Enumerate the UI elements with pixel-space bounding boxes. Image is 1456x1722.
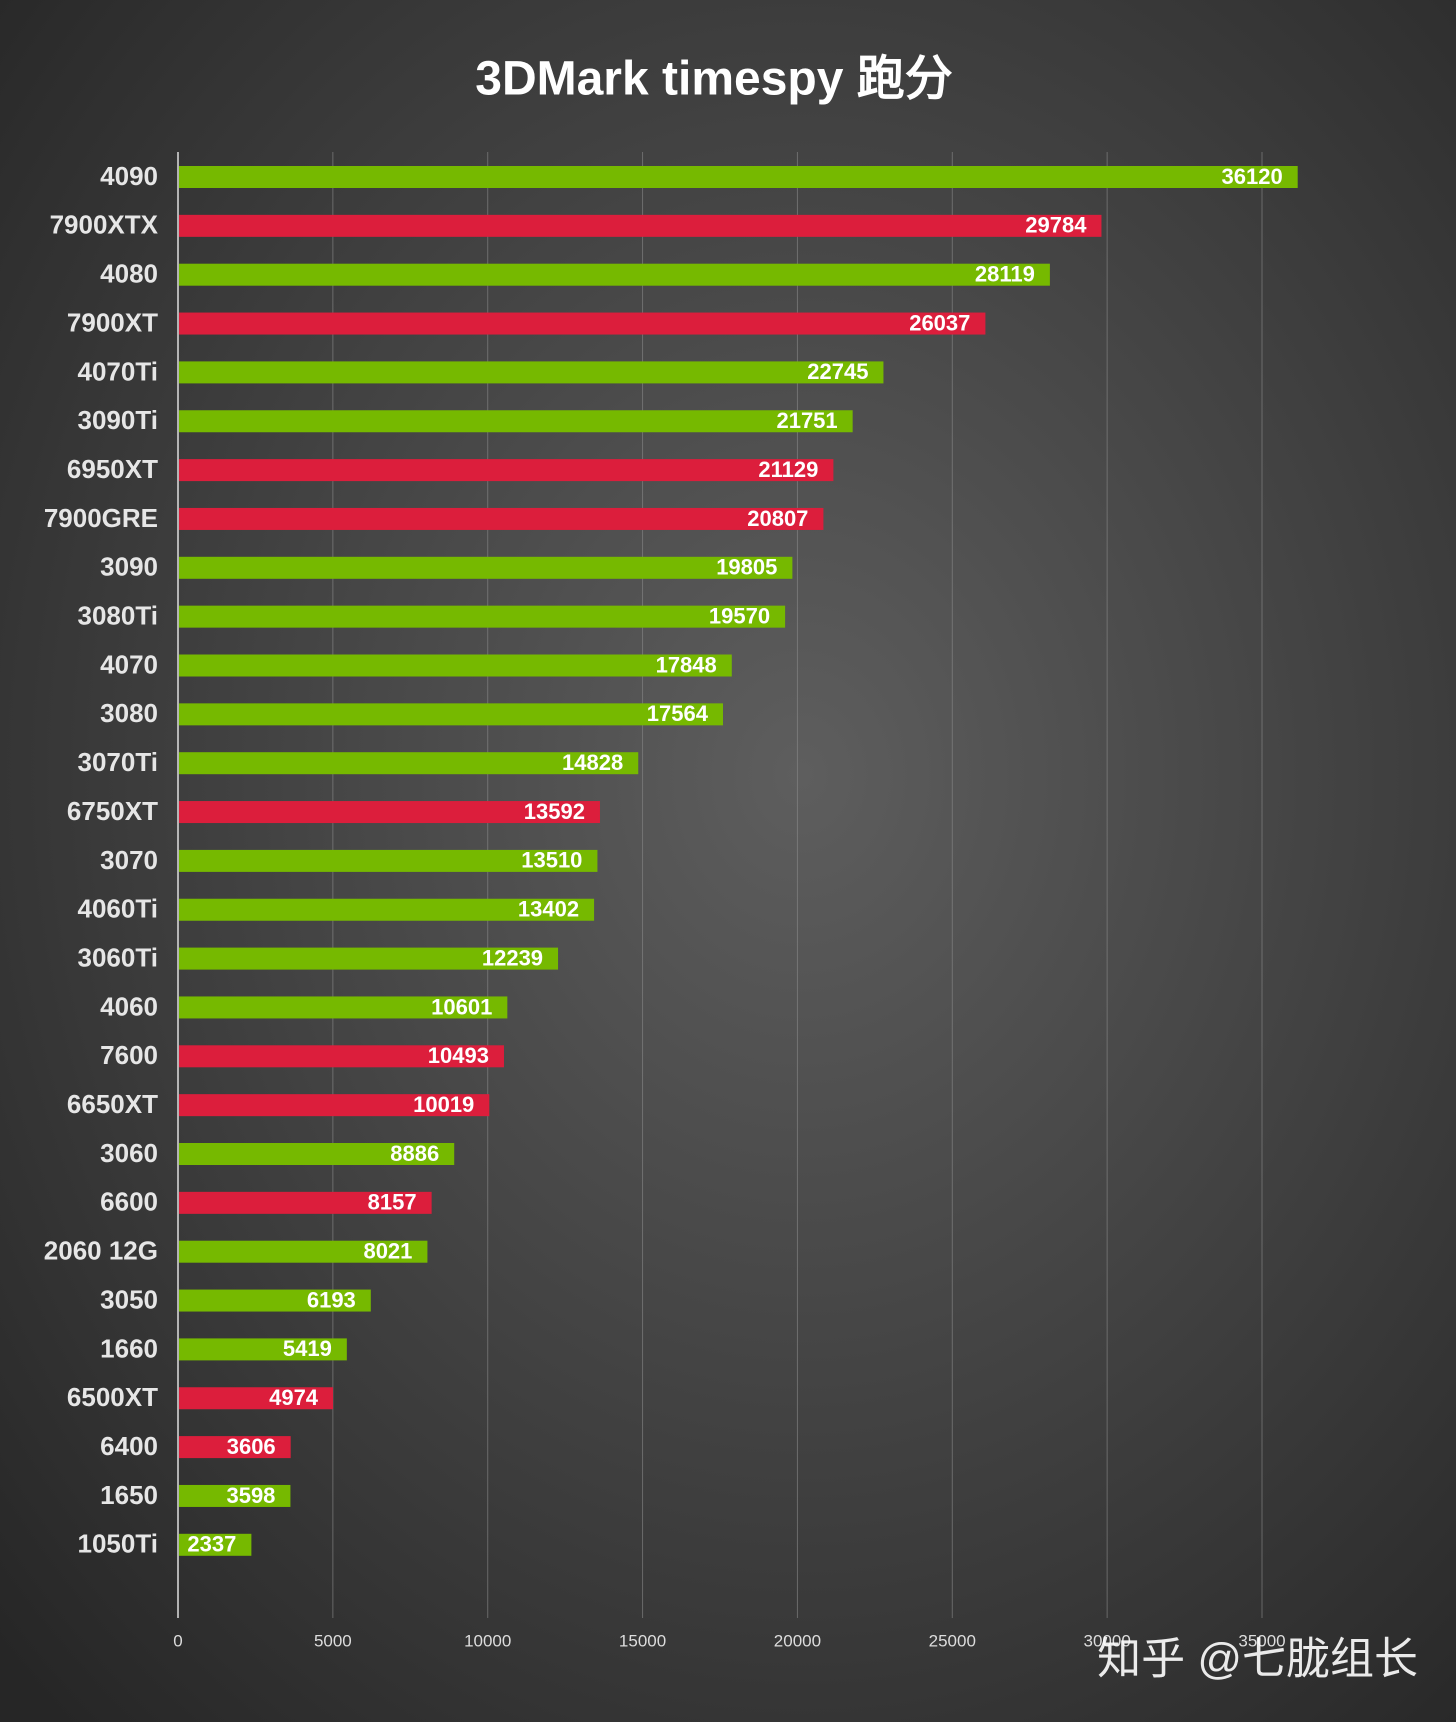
y-tick-label: 4070: [100, 649, 158, 679]
value-label: 29784: [1025, 213, 1087, 238]
y-tick-label: 6950XT: [67, 454, 158, 484]
bar: [179, 703, 723, 726]
value-label: 8157: [368, 1190, 417, 1215]
value-label: 13402: [518, 897, 579, 922]
y-tick-label: 7900XT: [67, 307, 158, 337]
y-tick-label: 7900GRE: [44, 503, 158, 533]
x-tick-label: 30000: [1084, 1631, 1131, 1650]
value-label: 12239: [482, 945, 543, 970]
y-tick-label: 3050: [100, 1284, 158, 1314]
value-label: 19805: [716, 555, 777, 580]
x-tick-label: 20000: [774, 1631, 821, 1650]
y-tick-label: 3070Ti: [78, 747, 158, 777]
value-label: 22745: [807, 359, 868, 384]
value-label: 21751: [776, 408, 837, 433]
y-tick-label: 7600: [100, 1040, 158, 1070]
bar: [179, 605, 786, 628]
bar: [179, 507, 824, 530]
value-label: 13592: [524, 799, 585, 824]
bar: [179, 312, 986, 335]
y-tick-label: 6600: [100, 1187, 158, 1217]
bar: [179, 1094, 490, 1117]
bar: [179, 1436, 291, 1459]
value-label: 10601: [431, 994, 492, 1019]
value-label: 17848: [656, 652, 717, 677]
bar: [179, 996, 508, 1019]
value-label: 20807: [747, 506, 808, 531]
y-tick-label: 4060: [100, 991, 158, 1021]
bar: [179, 410, 853, 433]
bar: [179, 654, 732, 677]
bar: [179, 263, 1050, 286]
y-tick-label: 1050Ti: [78, 1529, 158, 1559]
value-label: 2337: [187, 1532, 236, 1557]
value-label: 4974: [269, 1385, 319, 1410]
value-label: 5419: [283, 1336, 332, 1361]
y-tick-label: 3070: [100, 845, 158, 875]
value-label: 14828: [562, 750, 623, 775]
x-tick-label: 15000: [619, 1631, 666, 1650]
value-label: 3598: [226, 1483, 275, 1508]
chart-title: 3DMark timespy 跑分: [475, 53, 953, 106]
bar: [179, 166, 1298, 188]
y-tick-label: 3090: [100, 552, 158, 582]
bar: [179, 898, 595, 921]
value-label: 36120: [1222, 164, 1283, 189]
bar: [179, 361, 884, 384]
x-tick-label: 10000: [464, 1631, 511, 1650]
y-tick-label: 4060Ti: [78, 894, 158, 924]
y-tick-label: 3080: [100, 698, 158, 728]
y-tick-label: 3090Ti: [78, 405, 158, 435]
y-tick-label: 2060 12G: [44, 1236, 158, 1266]
x-tick-label: 25000: [929, 1631, 976, 1650]
bar: [179, 1240, 428, 1263]
bar: [179, 849, 598, 872]
bar: [179, 1289, 371, 1312]
x-tick-label: 35000: [1238, 1631, 1285, 1650]
x-tick-label: 5000: [314, 1631, 352, 1650]
y-tick-label: 7900XTX: [50, 210, 159, 240]
watermark: 知乎 @七胧组长: [1097, 1635, 1418, 1684]
bar: [179, 1045, 504, 1068]
value-label: 3606: [227, 1434, 276, 1459]
value-label: 8886: [390, 1141, 439, 1166]
bar: [179, 1387, 334, 1410]
y-tick-label: 6400: [100, 1431, 158, 1461]
value-label: 6193: [307, 1287, 356, 1312]
value-label: 13510: [521, 848, 582, 873]
bar: [179, 801, 600, 824]
bar: [179, 1191, 432, 1214]
y-tick-label: 1660: [100, 1333, 158, 1363]
y-tick-label: 3060: [100, 1138, 158, 1168]
value-label: 10019: [413, 1092, 474, 1117]
value-label: 21129: [758, 457, 818, 482]
y-tick-label: 4080: [100, 259, 158, 289]
bar: [179, 556, 793, 579]
y-tick-label: 4090: [100, 161, 158, 191]
y-tick-label: 3080Ti: [78, 601, 158, 631]
bar: [179, 1143, 455, 1165]
value-label: 26037: [909, 310, 970, 335]
bar: [179, 752, 639, 775]
y-tick-label: 6650XT: [67, 1089, 158, 1119]
y-tick-label: 1650: [100, 1480, 158, 1510]
bar: [179, 1533, 252, 1556]
x-tick-label: 0: [173, 1631, 182, 1650]
value-label: 17564: [647, 701, 709, 726]
bar: [179, 947, 559, 970]
bar: [179, 1484, 291, 1507]
y-tick-label: 6500XT: [67, 1382, 158, 1412]
value-label: 10493: [428, 1043, 489, 1068]
bar: [179, 1338, 347, 1361]
bar: [179, 459, 834, 482]
value-label: 19570: [709, 603, 770, 628]
y-tick-label: 4070Ti: [78, 356, 158, 386]
y-tick-label: 3060Ti: [78, 942, 158, 972]
value-label: 28119: [975, 262, 1035, 287]
bar: [179, 214, 1102, 237]
value-label: 8021: [363, 1239, 412, 1264]
y-tick-label: 6750XT: [67, 796, 158, 826]
